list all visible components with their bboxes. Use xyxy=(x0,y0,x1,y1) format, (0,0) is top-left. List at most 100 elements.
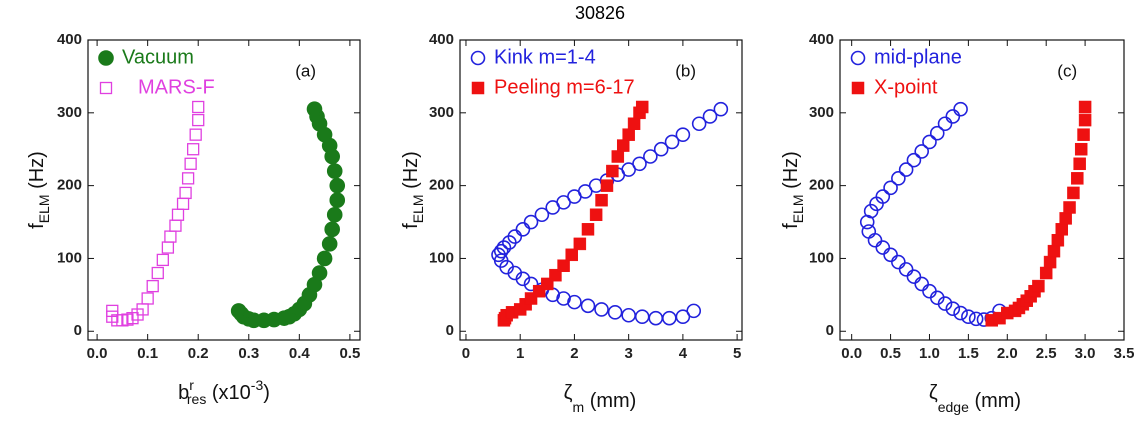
plot-frame xyxy=(459,39,743,341)
point xyxy=(321,236,338,252)
y-tick-label: 400 xyxy=(429,31,454,48)
x-tick-label: 1.5 xyxy=(958,345,979,362)
figure-title: 30826 xyxy=(575,3,625,23)
x-axis-label-part: m xyxy=(572,399,584,415)
x-axis-label-part: (x10 xyxy=(206,382,250,404)
x-tick-label: 2.5 xyxy=(1036,345,1057,362)
point xyxy=(181,172,195,185)
point xyxy=(914,144,929,159)
point xyxy=(176,197,190,210)
legend-marker xyxy=(470,50,486,66)
point xyxy=(635,100,649,114)
x-tick-label: 3.5 xyxy=(1114,345,1134,362)
point xyxy=(1055,223,1069,236)
point xyxy=(306,101,323,117)
x-axis-label: ζm (mm) xyxy=(564,382,637,414)
point xyxy=(937,296,953,311)
y-tick-label: 200 xyxy=(57,177,82,194)
point xyxy=(961,309,976,324)
x-tick-label: 4 xyxy=(679,345,688,362)
point xyxy=(675,127,691,142)
point xyxy=(164,230,177,243)
x-axis-label-part: -3 xyxy=(251,377,264,393)
point xyxy=(606,164,619,178)
point xyxy=(713,101,729,117)
point xyxy=(861,224,877,239)
point xyxy=(937,116,953,132)
point xyxy=(664,134,680,150)
point xyxy=(189,128,202,141)
point xyxy=(1078,100,1092,114)
point xyxy=(859,214,875,230)
point xyxy=(594,302,609,317)
legend-label: X-point xyxy=(874,76,938,98)
x-axis-label-part: (mm) xyxy=(969,390,1021,412)
x-axis-label: br res (x10-3) xyxy=(178,377,270,407)
x-axis-label-part: res xyxy=(187,391,206,407)
x-axis-label: ζedge (mm) xyxy=(929,382,1021,414)
point xyxy=(616,139,630,152)
point xyxy=(565,248,578,262)
point xyxy=(1071,172,1084,185)
point xyxy=(607,305,623,320)
point xyxy=(534,207,550,223)
x-tick-label: 3.0 xyxy=(1075,345,1096,362)
point xyxy=(898,262,914,277)
point xyxy=(589,208,603,222)
x-tick-label: 3 xyxy=(624,345,632,362)
point xyxy=(648,310,664,326)
point xyxy=(929,125,945,141)
point xyxy=(1074,142,1088,156)
x-axis-label-part: ) xyxy=(263,382,270,404)
point xyxy=(581,223,595,236)
y-tick-label: 200 xyxy=(809,177,834,194)
point xyxy=(179,186,192,200)
point xyxy=(515,271,531,287)
y-axis-label-part: (Hz) xyxy=(400,151,422,194)
point xyxy=(622,128,635,141)
x-tick-label: 0 xyxy=(462,345,470,362)
point xyxy=(875,240,891,255)
point xyxy=(1039,266,1053,280)
x-tick-label: 5 xyxy=(733,345,741,362)
x-tick-label: 0.0 xyxy=(841,345,862,362)
x-axis-label-part: b xyxy=(178,382,189,404)
legend-label: Kink m=1-4 xyxy=(494,46,596,68)
point xyxy=(627,117,641,130)
x-axis-label-part: edge xyxy=(938,399,969,415)
point xyxy=(156,253,169,267)
x-tick-label: 1 xyxy=(516,345,524,362)
y-tick-label: 0 xyxy=(446,322,454,339)
point xyxy=(686,303,702,319)
point xyxy=(502,235,517,250)
point xyxy=(1047,244,1061,258)
x-tick-label: 2.0 xyxy=(997,345,1018,362)
point xyxy=(643,149,658,164)
legend-label: Vacuum xyxy=(122,46,194,68)
y-axis-label-part: (Hz) xyxy=(780,151,802,194)
y-tick-label: 300 xyxy=(57,104,82,121)
point xyxy=(1078,113,1092,127)
point xyxy=(922,134,937,150)
y-tick-label: 100 xyxy=(57,249,82,266)
point xyxy=(326,163,343,179)
y-tick-label: 0 xyxy=(74,322,82,339)
point xyxy=(515,222,531,237)
y-axis-label: fELM (Hz) xyxy=(780,151,805,229)
point xyxy=(192,100,205,114)
y-tick-label: 100 xyxy=(429,249,454,266)
point xyxy=(1032,279,1045,293)
point xyxy=(611,150,625,163)
y-tick-label: 400 xyxy=(57,31,82,48)
point xyxy=(914,276,929,292)
legend-marker xyxy=(850,50,866,66)
point xyxy=(1063,201,1076,214)
point xyxy=(1073,157,1086,171)
point xyxy=(1059,212,1072,225)
plot-frame xyxy=(839,39,1125,341)
panel-annotation: (a) xyxy=(295,61,316,80)
panel-annotation: (b) xyxy=(675,61,696,80)
legend-label: mid-plane xyxy=(874,46,962,68)
point xyxy=(922,283,937,299)
